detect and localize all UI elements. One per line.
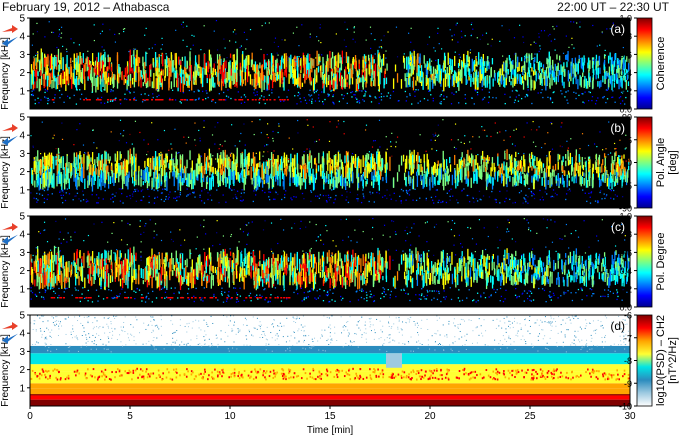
- x-tick-label: 25: [524, 411, 536, 422]
- x-tick-label: 15: [324, 411, 336, 422]
- y-tick-label: 4: [19, 230, 25, 241]
- colorbar-tick-label: -45: [619, 181, 632, 191]
- panel-tag: (d): [610, 319, 625, 333]
- x-axis-label: Time [min]: [307, 425, 354, 436]
- panel-d: (d) 1 2 3 4 5 Frequency [kHz] -10 -9 -8 -7 -6 log10(…: [0, 311, 679, 412]
- y-tick-label: 5: [19, 14, 25, 25]
- colorbar-tick-label: 0.6: [619, 50, 632, 60]
- panel-tag: (c): [611, 220, 625, 234]
- colorbar-tick-label: 45: [622, 135, 632, 145]
- colorbar-tick-label: -10: [619, 402, 632, 412]
- y-tick-label: 3: [19, 347, 25, 358]
- colorbar-label: Pol. Angle[deg]: [655, 138, 679, 188]
- colorbar-tick-label: 0.4: [619, 68, 632, 78]
- colorbar-tick-label: -7: [624, 333, 632, 343]
- blue-arrow-icon: [2, 234, 18, 245]
- figure-title-time-range: 22:00 UT – 22:30 UT: [557, 0, 669, 14]
- panel-b-spectrogram: [30, 119, 630, 204]
- colorbar-tick-label: -8: [624, 356, 632, 366]
- y-axis-label: Frequency [kHz]: [0, 136, 11, 209]
- colorbar-d: [636, 314, 653, 407]
- red-arrow-icon: [2, 124, 18, 133]
- y-tick-label: 2: [19, 68, 25, 79]
- colorbar-a: [636, 17, 653, 110]
- colorbar-tick-label: 0.6: [619, 248, 632, 258]
- y-tick-label: 5: [19, 113, 25, 124]
- y-tick-label: 4: [19, 32, 25, 43]
- y-tick-label: 1: [19, 383, 25, 394]
- y-axis-label: Frequency [kHz]: [0, 235, 11, 308]
- colorbar-tick-label: 0: [627, 158, 632, 168]
- y-axis-label: Frequency [kHz]: [0, 37, 11, 110]
- red-arrow-icon: [2, 322, 18, 331]
- y-tick-label: 1: [19, 86, 25, 97]
- colorbar-label: log10(PSD) – CH2[nT^2/Hz]: [655, 315, 679, 406]
- colorbar-tick-label: 90: [622, 113, 632, 123]
- colorbar-tick-label: 0.0: [619, 303, 632, 313]
- y-tick-label: 3: [19, 248, 25, 259]
- y-axis-label: Frequency [kHz]: [0, 334, 11, 407]
- panel-a-spectrogram: [30, 19, 630, 105]
- colorbar-tick-label: 0.8: [619, 230, 632, 240]
- colorbar-label: Coherence: [655, 37, 667, 91]
- colorbar-tick-label: -90: [619, 204, 632, 214]
- y-tick-label: 4: [19, 329, 25, 340]
- panel-tag: (a): [610, 22, 625, 36]
- y-tick-label: 2: [19, 167, 25, 178]
- x-tick-label: 10: [224, 411, 236, 422]
- colorbar-tick-label: 0.2: [619, 86, 632, 96]
- x-tick-label: 0: [27, 411, 33, 422]
- panel-a: (a) 1 2 3 4 5 Frequency [kHz] 0.0 0.2 0.4 0.6 0.8 1.…: [0, 14, 667, 115]
- red-arrow-icon: [2, 223, 18, 232]
- colorbar-label: Pol. Degree: [655, 232, 667, 290]
- panel-c: (c) 1 2 3 4 5 Frequency [kHz] 0.0 0.2 0.4 0.6 0.8 1.…: [0, 212, 667, 313]
- y-tick-label: 4: [19, 131, 25, 142]
- x-tick-label: 20: [424, 411, 436, 422]
- panel-b-frame: [29, 116, 631, 209]
- colorbar-tick-label: 0.2: [619, 284, 632, 294]
- colorbar-tick-label: 0.8: [619, 32, 632, 42]
- y-tick-label: 5: [19, 311, 25, 322]
- blue-arrow-icon: [2, 36, 18, 47]
- x-tick-label: 30: [624, 411, 636, 422]
- y-tick-label: 2: [19, 365, 25, 376]
- colorbar-tick-label: 0.4: [619, 266, 632, 276]
- colorbar-tick-label: 1.0: [619, 212, 632, 222]
- y-tick-label: 5: [19, 212, 25, 223]
- blue-arrow-icon: [2, 333, 18, 344]
- y-tick-label: 1: [19, 284, 25, 295]
- panel-c-spectrogram: [30, 217, 630, 303]
- figure-title-location: February 19, 2012 – Athabasca: [2, 0, 170, 14]
- colorbar-c: [636, 215, 653, 308]
- panel-a-frame: [29, 17, 631, 110]
- y-tick-label: 1: [19, 185, 25, 196]
- y-tick-label: 3: [19, 149, 25, 160]
- panel-d-spectrogram: [30, 315, 630, 406]
- panel-tag: (b): [610, 121, 625, 135]
- y-tick-label: 3: [19, 50, 25, 61]
- y-tick-label: 2: [19, 266, 25, 277]
- colorbar-tick-label: -6: [624, 311, 632, 321]
- panel-c-frame: [29, 215, 631, 308]
- colorbar-tick-label: 0.0: [619, 105, 632, 115]
- colorbar-tick-label: -9: [624, 379, 632, 389]
- red-arrow-icon: [2, 25, 18, 34]
- colorbar-tick-label: 1.0: [619, 14, 632, 24]
- colorbar-b: [636, 116, 653, 209]
- x-tick-label: 5: [127, 411, 133, 422]
- blue-arrow-icon: [2, 135, 18, 146]
